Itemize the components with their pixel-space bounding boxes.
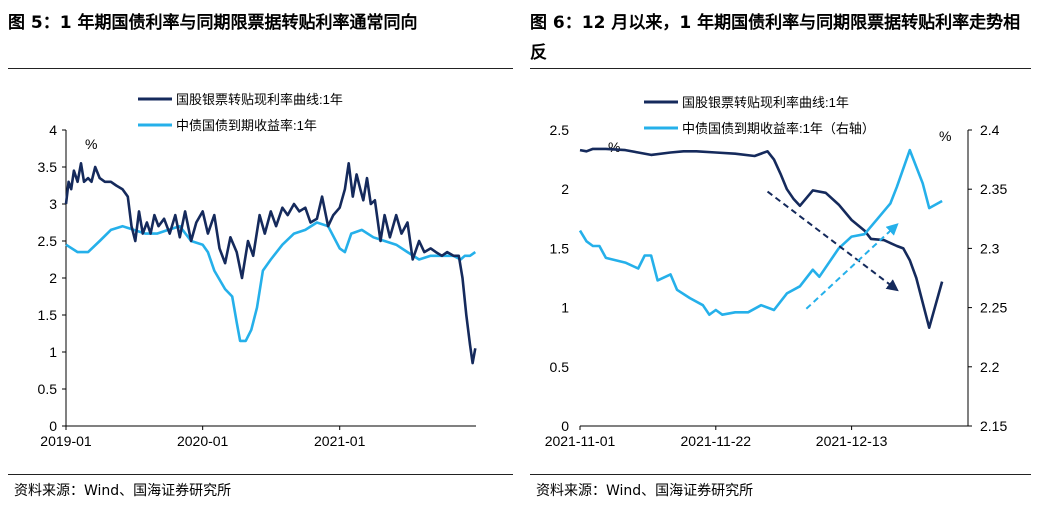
y-right-tick-label: 2.15 xyxy=(980,418,1007,434)
y-tick-label: 3.5 xyxy=(38,159,58,175)
x-tick-label: 2020-01 xyxy=(177,433,229,449)
x-tick-label: 2021-01 xyxy=(314,433,366,449)
figure-5-title: 图 5：1 年期国债利率与同期限票据转贴利率通常同向 xyxy=(8,13,418,33)
x-tick-label: 2021-11-22 xyxy=(681,433,752,449)
series-line-0 xyxy=(64,162,477,365)
y-left-tick-label: 0.5 xyxy=(550,359,570,375)
unit-label: % xyxy=(85,136,97,152)
plot-area xyxy=(578,147,944,329)
legend-label-cyan: 中债国债到期收益率:1年 xyxy=(176,118,317,133)
legend-label-navy: 国股银票转贴现利率曲线:1年 xyxy=(682,95,849,110)
source-divider xyxy=(530,474,1031,475)
chart-legend: 国股银票转贴现利率曲线:1年 中债国债到期收益率:1年（右轴） xyxy=(644,95,875,136)
y-right-tick-label: 2.4 xyxy=(980,122,1000,138)
x-tick-label: 2021-12-13 xyxy=(816,433,888,449)
x-tick-label: 2021-11-01 xyxy=(545,433,616,449)
source-divider xyxy=(8,474,513,475)
figure-6-title: 图 6：12 月以来，1 年期国债利率与同期限票据转贴利率走势相反 xyxy=(530,13,1021,63)
y-tick-label: 0.5 xyxy=(38,381,58,397)
y-left-tick-label: 0 xyxy=(561,418,569,434)
y-right-tick-label: 2.25 xyxy=(980,300,1007,316)
unit-label-left: % xyxy=(608,139,620,155)
title-divider xyxy=(8,68,513,69)
source-note: 资料来源：Wind、国海证券研究所 xyxy=(536,483,754,499)
y-left-tick-label: 1 xyxy=(561,300,569,316)
series-line-0 xyxy=(579,147,944,329)
y-left-tick-label: 2 xyxy=(561,181,569,197)
trend-arrows xyxy=(766,190,899,310)
figure-6-panel: 图 6：12 月以来，1 年期国债利率与同期限票据转贴利率走势相反 国股银票转贴… xyxy=(522,0,1039,517)
y-tick-label: 1 xyxy=(49,344,57,360)
figure-6-chart: 国股银票转贴现利率曲线:1年 中债国债到期收益率:1年（右轴） % % 0 0.5… xyxy=(545,95,1008,449)
legend-label-navy: 国股银票转贴现利率曲线:1年 xyxy=(176,92,343,107)
legend-label-cyan: 中债国债到期收益率:1年（右轴） xyxy=(682,121,875,136)
x-tick-label: 2019-01 xyxy=(40,433,92,449)
figure-5-panel: 图 5：1 年期国债利率与同期限票据转贴利率通常同向 国股银票转贴现利率曲线:1… xyxy=(8,13,513,499)
y-tick-label: 4 xyxy=(49,122,57,138)
figure-5-chart: 国股银票转贴现利率曲线:1年 中债国债到期收益率:1年 % 0 0.5 1 1.5 2 2… xyxy=(38,92,477,449)
y-right-tick-label: 2.3 xyxy=(980,240,1000,256)
unit-label-right: % xyxy=(939,128,951,144)
title-divider xyxy=(530,68,1031,69)
chart-legend: 国股银票转贴现利率曲线:1年 中债国债到期收益率:1年 xyxy=(138,92,343,133)
y-tick-label: 3 xyxy=(49,196,57,212)
plot-area xyxy=(64,162,477,365)
y-tick-label: 2.5 xyxy=(38,233,58,249)
axes: 0 0.5 1 1.5 2 2.5 3 3.5 4 2019-01 2020-01 2021-01 xyxy=(38,122,476,449)
y-left-tick-label: 2.5 xyxy=(550,122,570,138)
y-tick-label: 2 xyxy=(49,270,57,286)
up-trend-arrow xyxy=(805,223,899,310)
y-right-tick-label: 2.2 xyxy=(980,359,1000,375)
y-left-tick-label: 1.5 xyxy=(550,240,570,256)
y-tick-label: 0 xyxy=(49,418,57,434)
source-note: 资料来源：Wind、国海证券研究所 xyxy=(14,483,232,499)
series-line-1 xyxy=(578,148,943,316)
down-trend-arrow xyxy=(766,190,899,292)
series-line-1 xyxy=(65,221,477,343)
axes: 0 0.5 1 1.5 2 2.5 2.15 2.2 2.25 2.3 2.35 2.4 2021-11… xyxy=(545,122,1008,449)
y-right-tick-label: 2.35 xyxy=(980,181,1007,197)
y-tick-label: 1.5 xyxy=(38,307,58,323)
